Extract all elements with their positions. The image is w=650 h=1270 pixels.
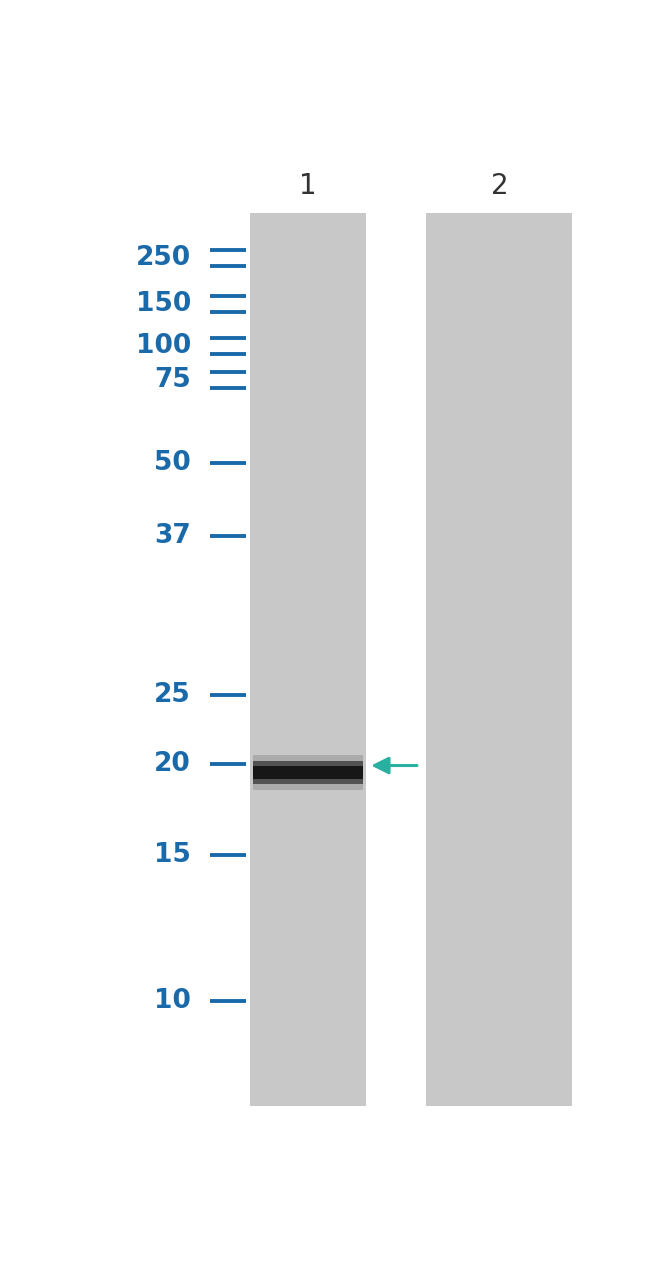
Text: 250: 250: [136, 245, 191, 271]
Text: 2: 2: [491, 171, 508, 199]
Text: 15: 15: [154, 842, 191, 867]
Text: 20: 20: [154, 751, 191, 776]
Bar: [252, 761, 363, 784]
Text: 75: 75: [154, 367, 191, 394]
Text: 150: 150: [136, 291, 191, 318]
Bar: [252, 756, 363, 790]
Text: 100: 100: [136, 333, 191, 359]
Bar: [252, 766, 363, 780]
Bar: [426, 213, 573, 1106]
Text: 25: 25: [154, 682, 191, 709]
Text: 10: 10: [154, 988, 191, 1015]
Text: 50: 50: [154, 451, 191, 476]
Text: 1: 1: [299, 171, 317, 199]
Text: 37: 37: [154, 523, 191, 549]
Bar: [250, 213, 366, 1106]
